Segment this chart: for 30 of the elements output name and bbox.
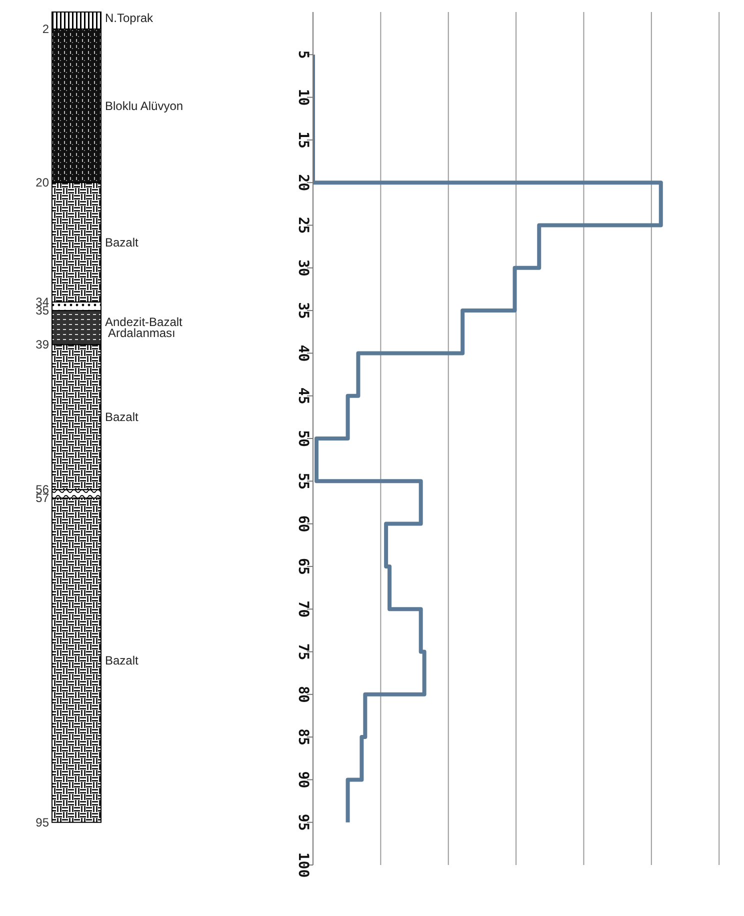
y-tick-label: 10 <box>295 88 311 106</box>
y-tick-label: 15 <box>295 132 311 148</box>
text: Bazalt <box>105 653 140 668</box>
text: Bazalt <box>105 410 140 424</box>
y-tick-label: 50 <box>295 430 311 447</box>
y-tick-label: 95 <box>295 814 311 831</box>
y-tick-label: 55 <box>295 472 311 490</box>
text: Bazalt <box>105 235 140 250</box>
text: 20 <box>36 176 50 190</box>
y-tick-label: 75 <box>295 643 311 660</box>
y-tick-label: 25 <box>295 216 311 234</box>
text: 95 <box>36 815 50 830</box>
text: Bloklu Alüvyon <box>105 98 184 113</box>
y-tick-label: 80 <box>295 686 311 703</box>
text: N.Toprak <box>105 11 154 25</box>
text: Andezit-Bazalt Ardalanması <box>105 315 184 340</box>
y-tick-label: 5 <box>295 50 311 59</box>
text: 39 <box>36 338 50 352</box>
y-tick-label: 90 <box>295 771 311 788</box>
y-tick-label: 40 <box>295 344 311 362</box>
y-tick-label: 45 <box>295 387 311 404</box>
y-tick-label: 60 <box>295 515 311 532</box>
y-tick-label: 65 <box>295 558 311 575</box>
y-tick-label: 35 <box>295 302 311 319</box>
y-tick-label: 85 <box>295 728 311 746</box>
y-tick-label: 100 <box>295 852 311 878</box>
y-tick-label: 30 <box>295 259 311 276</box>
y-tick-label: 70 <box>295 600 311 618</box>
y-tick-label: 20 <box>295 174 311 192</box>
text: 2 <box>42 22 50 36</box>
